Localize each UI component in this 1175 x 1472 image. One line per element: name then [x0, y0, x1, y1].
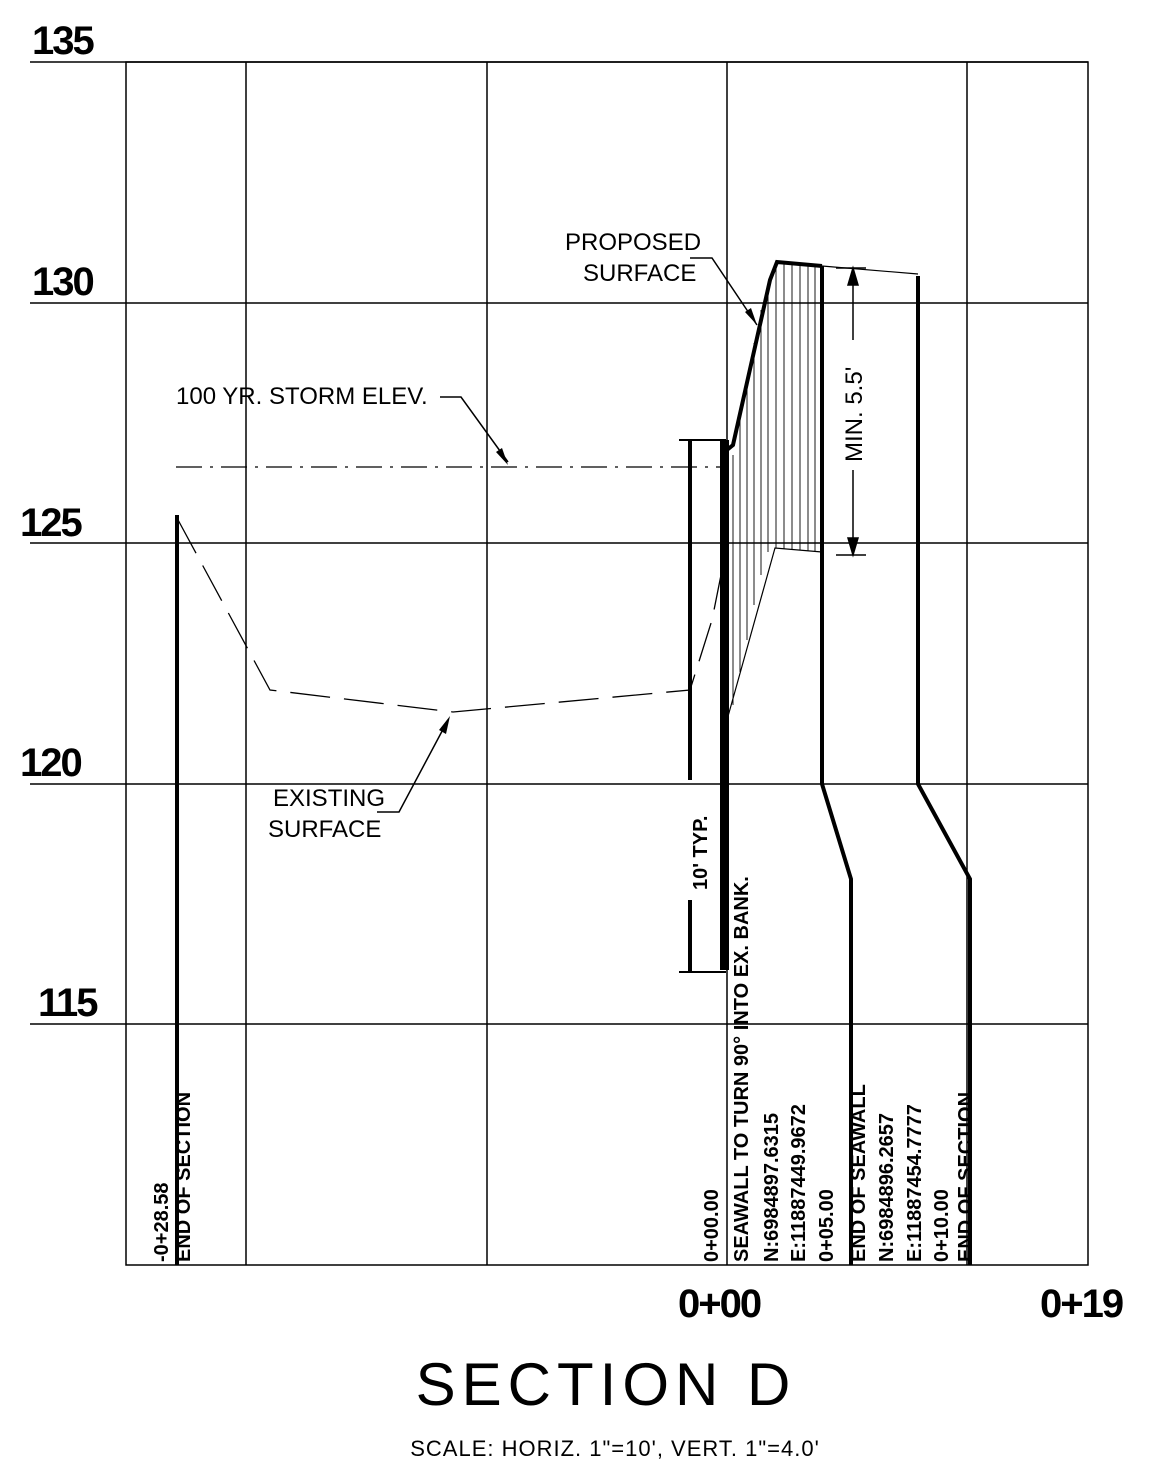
left-end-station: -0+28.58: [151, 1182, 173, 1262]
proposed-surface-leader: [690, 257, 758, 326]
seawall-end-station: 0+05.00: [816, 1189, 838, 1262]
proposed-surface-callout-line2: SURFACE: [583, 260, 696, 287]
bank-cut-line: [726, 547, 823, 721]
scale-note: SCALE: HORIZ. 1"=10', VERT. 1"=4.0': [410, 1436, 820, 1461]
elev-label-125: 125: [20, 501, 82, 545]
proposed-surface-thin: [821, 265, 919, 275]
seawall-end-northing: N:6984896.2657: [876, 1113, 898, 1262]
min-dimension-label: MIN. 5.5': [841, 367, 868, 462]
seawall-pile-1: [820, 266, 853, 1265]
seawall-start-easting: E:11887449.9672: [788, 1104, 810, 1262]
elev-label-135: 135: [32, 19, 94, 63]
right-end-label: END OF SECTION: [955, 1092, 977, 1262]
seawall-start-station: 0+00.00: [701, 1189, 723, 1262]
seawall-end-easting: E:11887454.7777: [904, 1104, 926, 1262]
seawall-start-note: SEAWALL TO TURN 90° INTO EX. BANK.: [731, 876, 753, 1262]
proposed-surface-line: [720, 259, 823, 456]
elev-label-130: 130: [32, 260, 93, 304]
elev-label-120: 120: [20, 741, 81, 785]
proposed-surface-callout-line1: PROPOSED: [565, 229, 701, 256]
section-title: SECTION D: [416, 1351, 797, 1418]
min-dimension: [836, 265, 866, 558]
existing-surface-leader: [377, 719, 449, 813]
seawall-start-northing: N:6984897.6315: [761, 1113, 783, 1262]
seawall-pile-2: [916, 276, 972, 1265]
station-label-0-19: 0+19: [1040, 1282, 1123, 1326]
typ-dimension: [679, 439, 726, 973]
existing-surface-line: [176, 517, 728, 713]
hatch-area: [732, 262, 816, 705]
seawall-end-note: END OF SEAWALL: [848, 1084, 870, 1262]
storm-elevation-leader: [440, 396, 509, 463]
station-label-0-00: 0+00: [678, 1282, 761, 1326]
right-end-station: 0+10.00: [931, 1189, 953, 1262]
left-end-label: END OF SECTION: [173, 1092, 195, 1262]
existing-surface-callout-line1: EXISTING: [273, 785, 385, 812]
seawall: [720, 440, 729, 970]
elev-label-115: 115: [38, 981, 98, 1025]
existing-surface-callout-line2: SURFACE: [268, 816, 381, 843]
typ-dimension-label: 10' TYP.: [690, 816, 712, 890]
grid: [30, 61, 1089, 1266]
storm-elevation-callout: 100 YR. STORM ELEV.: [176, 383, 428, 410]
